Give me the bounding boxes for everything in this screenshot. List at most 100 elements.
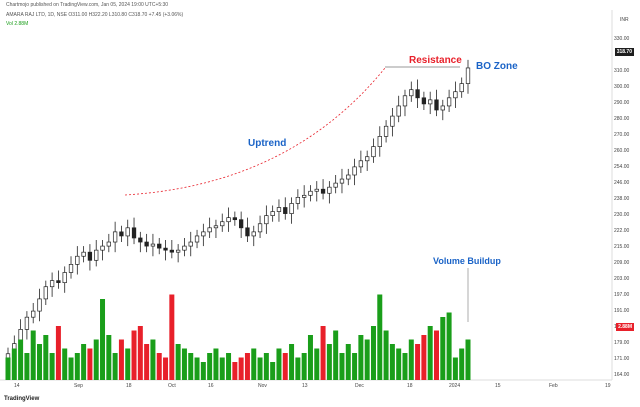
volume-bar bbox=[213, 348, 219, 380]
candle-body bbox=[440, 105, 445, 111]
price-tick: 164.00 bbox=[614, 372, 630, 378]
volume-bar bbox=[24, 353, 30, 380]
candle-body bbox=[377, 136, 382, 147]
volume-bar bbox=[100, 299, 106, 380]
candle-body bbox=[31, 310, 36, 318]
candle-body bbox=[207, 227, 212, 233]
candle-body bbox=[465, 67, 471, 84]
candle-body bbox=[333, 182, 338, 188]
candle-body bbox=[138, 237, 143, 243]
candle-body bbox=[270, 211, 275, 216]
candle-body bbox=[371, 146, 376, 158]
volume-bar bbox=[49, 353, 55, 380]
time-tick: 18 bbox=[407, 383, 413, 389]
volume-bar bbox=[326, 344, 332, 380]
candle-body bbox=[453, 91, 458, 99]
volume-bar bbox=[440, 317, 446, 380]
candle-body bbox=[131, 227, 137, 239]
volume-bar bbox=[87, 348, 93, 380]
volume-bar bbox=[156, 353, 162, 380]
volume-buildup-label: Volume Buildup bbox=[433, 256, 501, 266]
candle-body bbox=[251, 231, 256, 237]
published-line: Chartmojo published on TradingView.com, … bbox=[6, 2, 169, 8]
volume-bar bbox=[339, 353, 345, 380]
candle-body bbox=[175, 249, 181, 253]
volume-bar bbox=[181, 348, 187, 380]
volume-bar bbox=[43, 335, 49, 380]
volume-bar bbox=[125, 348, 131, 380]
candle-body bbox=[383, 125, 389, 137]
time-tick: 16 bbox=[208, 383, 214, 389]
uptrend-curve bbox=[124, 67, 386, 196]
candle-body bbox=[24, 316, 30, 330]
volume-bar bbox=[289, 344, 295, 380]
candle-body bbox=[220, 221, 225, 227]
volume-bar bbox=[402, 353, 408, 380]
volume-bar bbox=[144, 344, 150, 380]
candle-body bbox=[213, 225, 219, 229]
candle-body bbox=[276, 207, 282, 212]
volume-badge: 2.88M bbox=[616, 323, 634, 331]
volume-bar bbox=[74, 353, 80, 380]
time-tick: Dec bbox=[355, 383, 364, 389]
volume-bar bbox=[137, 326, 143, 380]
volume-bar bbox=[383, 330, 389, 380]
volume-bar bbox=[194, 357, 200, 380]
volume-bar bbox=[396, 348, 402, 380]
candle-body bbox=[352, 166, 357, 176]
candle-body bbox=[144, 241, 149, 247]
candle-body bbox=[396, 105, 401, 117]
volume-bar bbox=[163, 357, 169, 380]
volume-bar bbox=[5, 357, 11, 380]
candle-body bbox=[239, 219, 244, 229]
volume-bar bbox=[465, 339, 471, 380]
price-tick: 238.00 bbox=[614, 196, 630, 202]
resistance-label: Resistance bbox=[409, 55, 462, 66]
currency-label: INR bbox=[620, 17, 629, 23]
candle-body bbox=[201, 231, 206, 237]
volume-bar bbox=[150, 339, 156, 380]
volume-bar bbox=[232, 362, 238, 380]
price-tick: 310.00 bbox=[614, 68, 630, 74]
volume-bar bbox=[377, 294, 383, 380]
volume-bar bbox=[131, 330, 137, 380]
candle-body bbox=[257, 223, 263, 233]
volume-bar bbox=[408, 339, 414, 380]
volume-bar bbox=[433, 330, 439, 380]
volume-bar bbox=[389, 344, 395, 380]
candle-body bbox=[194, 235, 200, 243]
candle-body bbox=[327, 186, 332, 194]
candle-body bbox=[94, 249, 99, 261]
price-tick: 246.00 bbox=[614, 180, 630, 186]
volume-bar bbox=[415, 344, 421, 380]
volume-line: Vol 2.88M bbox=[6, 21, 29, 27]
time-tick: Sep bbox=[74, 383, 83, 389]
price-tick: 191.00 bbox=[614, 308, 630, 314]
candle-body bbox=[365, 156, 370, 162]
candle-body bbox=[415, 89, 420, 99]
volume-bar bbox=[459, 348, 465, 380]
volume-bar bbox=[301, 353, 307, 380]
candle-body bbox=[358, 160, 364, 168]
volume-bar bbox=[452, 357, 458, 380]
volume-bar bbox=[427, 326, 433, 380]
candle-body bbox=[446, 97, 452, 107]
tradingview-logo-text: TradingView bbox=[4, 396, 40, 402]
price-tick: 197.00 bbox=[614, 292, 630, 298]
volume-bar bbox=[320, 326, 326, 380]
tradingview-logo: TradingView bbox=[4, 396, 39, 402]
volume-bar bbox=[446, 312, 452, 380]
price-tick: 260.00 bbox=[614, 148, 630, 154]
price-tick: 300.00 bbox=[614, 84, 630, 90]
volume-bar bbox=[282, 353, 288, 380]
volume-bar bbox=[345, 344, 351, 380]
volume-bar bbox=[37, 344, 43, 380]
volume-bar bbox=[244, 353, 250, 380]
volume-bar bbox=[226, 353, 232, 380]
volume-bar bbox=[295, 357, 301, 380]
price-tick: 209.00 bbox=[614, 260, 630, 266]
volume-bar bbox=[352, 353, 358, 380]
candle-body bbox=[346, 174, 351, 180]
volume-bar bbox=[270, 362, 276, 380]
